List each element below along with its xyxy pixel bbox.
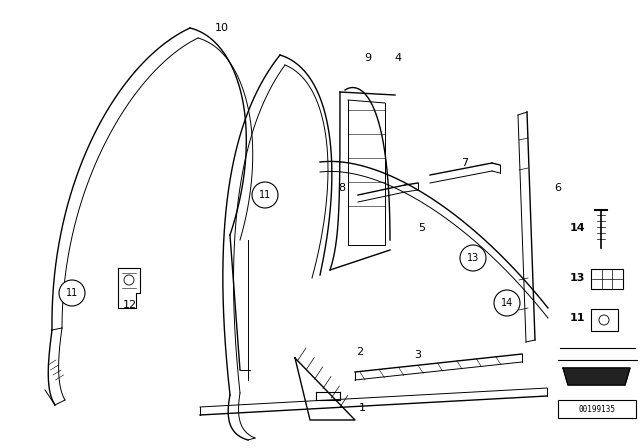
- Circle shape: [460, 245, 486, 271]
- Text: 11: 11: [570, 313, 586, 323]
- Text: 11: 11: [259, 190, 271, 200]
- Text: 12: 12: [123, 300, 137, 310]
- Text: 3: 3: [415, 350, 422, 360]
- Text: 8: 8: [339, 183, 346, 193]
- Polygon shape: [563, 368, 630, 385]
- Text: 13: 13: [467, 253, 479, 263]
- Bar: [558, 400, 636, 418]
- Text: 11: 11: [66, 288, 78, 298]
- Text: 10: 10: [215, 23, 229, 33]
- Circle shape: [252, 182, 278, 208]
- Text: 7: 7: [461, 158, 468, 168]
- Text: 00199135: 00199135: [579, 405, 616, 414]
- Text: 9: 9: [364, 53, 372, 63]
- Text: 6: 6: [554, 183, 561, 193]
- Text: 2: 2: [356, 347, 364, 357]
- Circle shape: [599, 315, 609, 325]
- Text: 5: 5: [419, 223, 426, 233]
- Text: 4: 4: [394, 53, 401, 63]
- Text: 14: 14: [570, 223, 586, 233]
- Text: 13: 13: [570, 273, 586, 283]
- Text: 14: 14: [501, 298, 513, 308]
- FancyBboxPatch shape: [591, 269, 623, 289]
- Circle shape: [494, 290, 520, 316]
- Circle shape: [124, 275, 134, 285]
- FancyBboxPatch shape: [591, 309, 618, 331]
- Circle shape: [59, 280, 85, 306]
- Text: 1: 1: [358, 403, 365, 413]
